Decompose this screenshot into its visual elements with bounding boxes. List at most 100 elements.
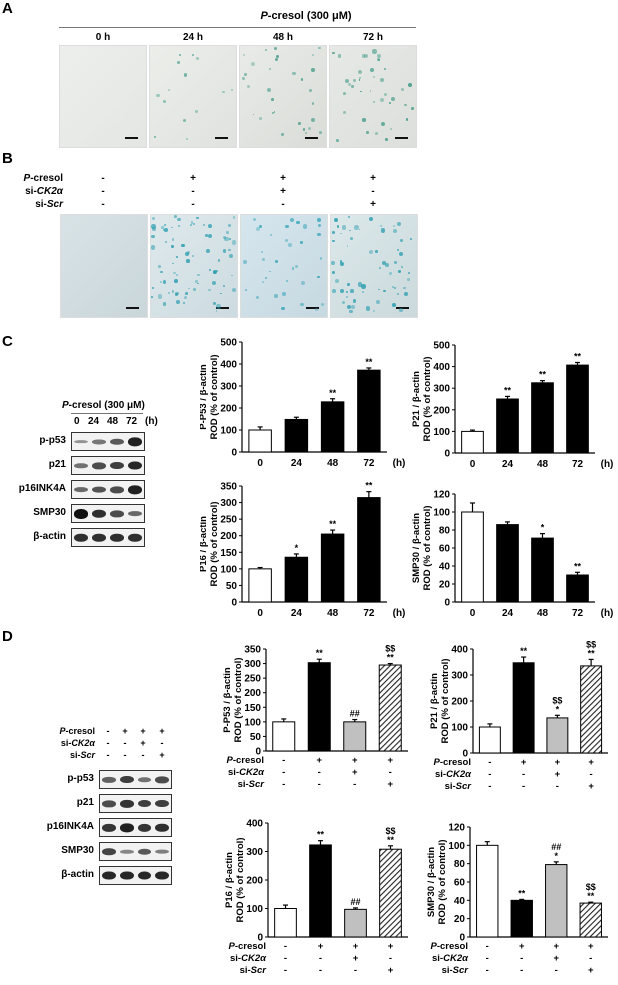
- svg-text:24: 24: [502, 608, 514, 619]
- stained-cell: [171, 244, 175, 248]
- stained-cell: [272, 111, 275, 114]
- condition-value: -: [106, 726, 110, 736]
- svg-text:120: 120: [433, 490, 450, 501]
- stained-cell: [159, 280, 163, 284]
- stained-cell: [358, 79, 361, 81]
- condition-value: +: [370, 199, 376, 210]
- svg-text:-: -: [488, 757, 491, 768]
- blot-band: [110, 485, 124, 494]
- stained-cell: [174, 215, 177, 218]
- chart-c-smp30: SMP30 / β-actin ROD (% of control) 0 20 40 60…: [411, 490, 613, 620]
- stained-cell: [333, 217, 338, 222]
- stained-cell: [231, 274, 233, 277]
- svg-text:ROD (% of control): ROD (% of control): [422, 506, 433, 591]
- stained-cell: [332, 51, 335, 55]
- stained-cell: [345, 296, 349, 299]
- svg-text:200: 200: [244, 688, 261, 699]
- stained-cell: [269, 68, 271, 70]
- stained-cell: [224, 236, 229, 242]
- svg-text:20: 20: [439, 580, 451, 591]
- condition-value: -: [371, 186, 375, 197]
- stained-cell: [276, 54, 280, 58]
- blot-band: [110, 509, 124, 518]
- svg-text:100: 100: [244, 717, 261, 728]
- stained-cell: [285, 238, 289, 242]
- condition-value: -: [160, 738, 164, 748]
- stained-cell: [317, 232, 321, 237]
- svg-text:-: -: [354, 965, 357, 976]
- stained-cell: [190, 221, 193, 224]
- stained-cell: [358, 228, 361, 231]
- stained-cell: [287, 243, 292, 248]
- stained-cell: [411, 106, 415, 111]
- stained-cell: [300, 78, 304, 82]
- svg-text:**: **: [520, 646, 528, 656]
- svg-text:P21 / β-actin: P21 / β-actin: [429, 673, 440, 729]
- stained-cell: [380, 97, 385, 102]
- stained-cell: [352, 299, 356, 303]
- scale-bar: [305, 137, 318, 139]
- svg-text:48: 48: [537, 608, 549, 619]
- svg-text:**: **: [574, 561, 582, 571]
- stained-cell: [222, 249, 227, 253]
- stained-cell: [158, 264, 162, 268]
- condition-value: -: [106, 750, 110, 760]
- blot-band: [110, 438, 124, 445]
- chart-d-pp53: P-P53 / β-actin ROD (% of control) 0 50 100 1…: [222, 644, 408, 790]
- blot-band: [92, 533, 106, 542]
- stained-cell: [403, 292, 408, 297]
- stained-cell: [339, 261, 344, 266]
- stained-cell: [318, 46, 321, 49]
- stained-cell: [273, 111, 276, 113]
- stained-cell: [230, 88, 233, 91]
- blot-band: [119, 822, 134, 833]
- blot-band: [102, 823, 116, 832]
- micrograph-b-control: [60, 214, 148, 318]
- svg-text:0: 0: [231, 448, 237, 459]
- svg-text:+: +: [388, 965, 394, 976]
- svg-text:ROD (% of control): ROD (% of control): [209, 355, 220, 440]
- condition-label: P-cresol: [59, 726, 95, 736]
- svg-text:**: **: [329, 519, 337, 529]
- blot-strip: [99, 770, 172, 789]
- condition-value: -: [141, 750, 145, 760]
- svg-text:100: 100: [433, 427, 450, 438]
- svg-text:(h): (h): [393, 608, 406, 619]
- blot-band: [155, 823, 169, 832]
- blot-strip: [71, 528, 145, 547]
- blot-label: p21: [48, 458, 66, 470]
- svg-text:300: 300: [220, 382, 237, 393]
- svg-text:500: 500: [433, 341, 450, 352]
- stained-cell: [182, 118, 187, 123]
- stained-cell: [404, 103, 407, 106]
- stained-cell: [375, 300, 380, 305]
- svg-text:$$: $$: [385, 826, 395, 836]
- blot-band: [137, 776, 152, 783]
- svg-text:-: -: [590, 769, 593, 780]
- stained-cell: [398, 251, 403, 256]
- scale-bar: [125, 137, 138, 139]
- stained-cell: [362, 118, 366, 122]
- stained-cell: [193, 288, 197, 292]
- stained-cell: [281, 306, 286, 311]
- blot-band: [128, 484, 142, 495]
- stained-cell: [259, 117, 262, 120]
- stained-cell: [336, 224, 340, 228]
- svg-text:**: **: [587, 891, 595, 901]
- micrograph-a-0h: [59, 45, 147, 148]
- stained-cell: [319, 131, 323, 134]
- condition-value: +: [280, 173, 286, 184]
- stained-cell: [354, 225, 359, 230]
- stained-cell: [261, 257, 266, 262]
- stained-cell: [197, 273, 200, 276]
- svg-text:-: -: [486, 965, 489, 976]
- stained-cell: [312, 53, 314, 56]
- svg-text:+: +: [588, 757, 594, 768]
- blot-band: [74, 439, 88, 444]
- stained-cell: [372, 309, 375, 313]
- condition-value: +: [190, 173, 196, 184]
- stained-cell: [274, 294, 279, 299]
- svg-text:350: 350: [244, 645, 261, 656]
- condition-value: -: [106, 738, 110, 748]
